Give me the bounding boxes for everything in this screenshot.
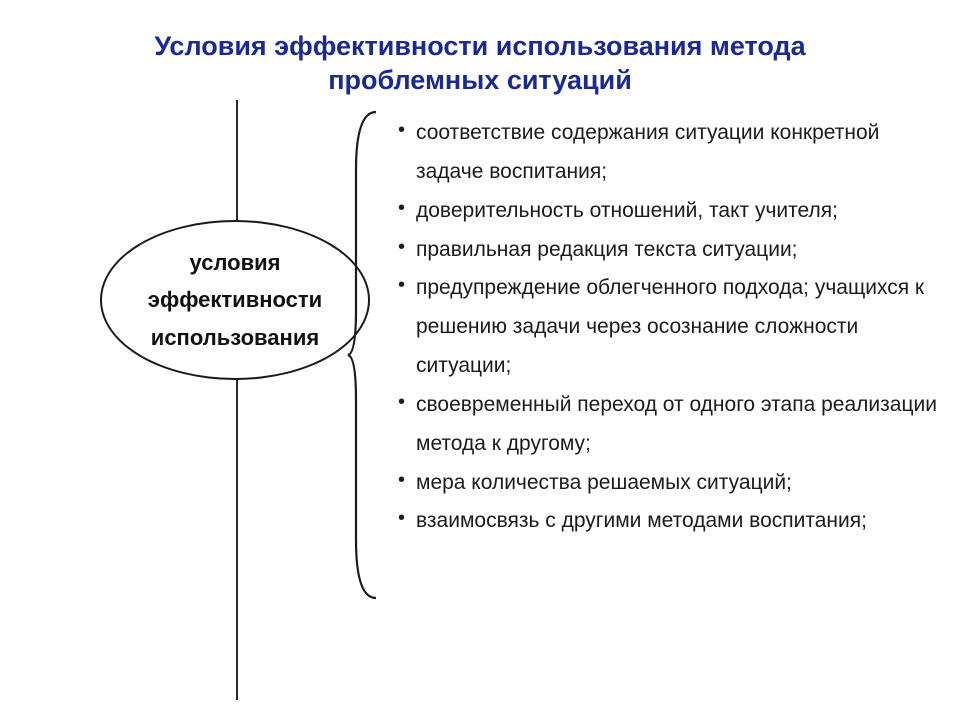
conditions-list: соответствие содержания ситуации конкрет… — [398, 114, 938, 541]
title-line-1: Условия эффективности использования мето… — [154, 31, 805, 61]
vertical-connector-line — [236, 100, 238, 700]
ellipse-line-1: условия — [190, 244, 281, 281]
ellipse-line-2: эффективности — [148, 281, 322, 318]
list-item: мера количества решаемых ситуаций; — [398, 464, 938, 503]
brace-icon — [346, 110, 382, 600]
diagram-page: Условия эффективности использования мето… — [0, 0, 960, 720]
topic-ellipse: условия эффективности использования — [100, 220, 370, 380]
ellipse-line-3: использования — [151, 319, 319, 356]
list-item: доверительность отношений, такт учителя; — [398, 192, 938, 231]
list-item: правильная редакция текста ситуации; — [398, 231, 938, 270]
list-item: взаимосвязь с другими методами воспитани… — [398, 502, 938, 541]
bullet-list: соответствие содержания ситуации конкрет… — [398, 114, 938, 541]
page-title: Условия эффективности использования мето… — [0, 30, 960, 98]
list-item: предупреждение облегченного подхода; уча… — [398, 269, 938, 386]
title-line-2: проблемных ситуаций — [328, 65, 632, 95]
list-item: своевременный переход от одного этапа ре… — [398, 386, 938, 464]
curly-brace — [346, 110, 382, 600]
list-item: соответствие содержания ситуации конкрет… — [398, 114, 938, 192]
